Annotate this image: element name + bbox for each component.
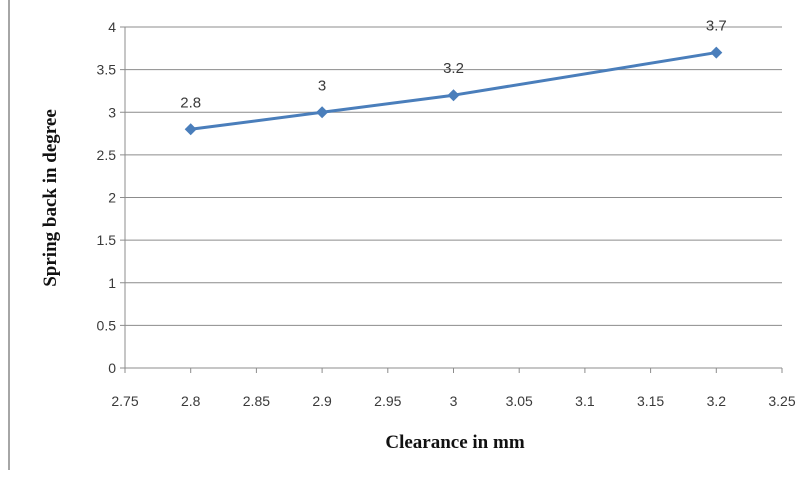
chart-frame xyxy=(8,0,810,470)
data-label: 2.8 xyxy=(180,94,201,111)
x-tick-label: 3.05 xyxy=(506,393,533,409)
y-tick-label: 1 xyxy=(108,275,116,291)
y-tick-label: 3.5 xyxy=(97,62,117,78)
x-tick-label: 2.85 xyxy=(243,393,270,409)
data-label: 3 xyxy=(318,77,326,94)
x-tick-label: 3.2 xyxy=(707,393,727,409)
x-tick-labels: 2.75 2.8 2.85 2.9 2.95 3 3.05 3.1 3.15 3.2 3.25 xyxy=(111,393,795,409)
data-point-marker xyxy=(184,123,197,136)
y-tick-label: 1.5 xyxy=(97,232,117,248)
x-tick-label: 3.15 xyxy=(637,393,664,409)
axes xyxy=(120,26,783,373)
data-point-marker xyxy=(316,106,329,119)
y-tick-label: 2 xyxy=(108,190,116,206)
x-tick-label: 2.9 xyxy=(312,393,332,409)
series-line xyxy=(190,51,717,131)
data-labels: 2.8 3 3.2 3.7 xyxy=(180,18,726,112)
x-tick-label: 3 xyxy=(450,393,458,409)
data-point-marker xyxy=(447,89,460,102)
y-tick-label: 0.5 xyxy=(97,317,117,333)
y-tick-labels: 0 0.5 1 1.5 2 2.5 3 3.5 4 xyxy=(97,19,117,376)
data-point-marker xyxy=(710,46,723,59)
y-tick-label: 4 xyxy=(108,19,116,35)
y-axis-title: Spring back in degree xyxy=(40,109,61,287)
x-tick-label: 3.1 xyxy=(575,393,595,409)
x-tick-label: 2.8 xyxy=(181,393,201,409)
x-tick-label: 2.95 xyxy=(374,393,401,409)
y-tick-label: 2.5 xyxy=(97,147,117,163)
y-tick-label: 3 xyxy=(108,104,116,120)
x-tick-label: 2.75 xyxy=(111,393,138,409)
plot-series xyxy=(184,46,723,136)
x-tick-label: 3.25 xyxy=(768,393,795,409)
x-axis-title: Clearance in mm xyxy=(385,432,524,453)
y-tick-label: 0 xyxy=(108,360,116,376)
gridlines xyxy=(125,26,782,326)
data-label: 3.2 xyxy=(443,60,464,77)
data-label: 3.7 xyxy=(706,18,727,35)
